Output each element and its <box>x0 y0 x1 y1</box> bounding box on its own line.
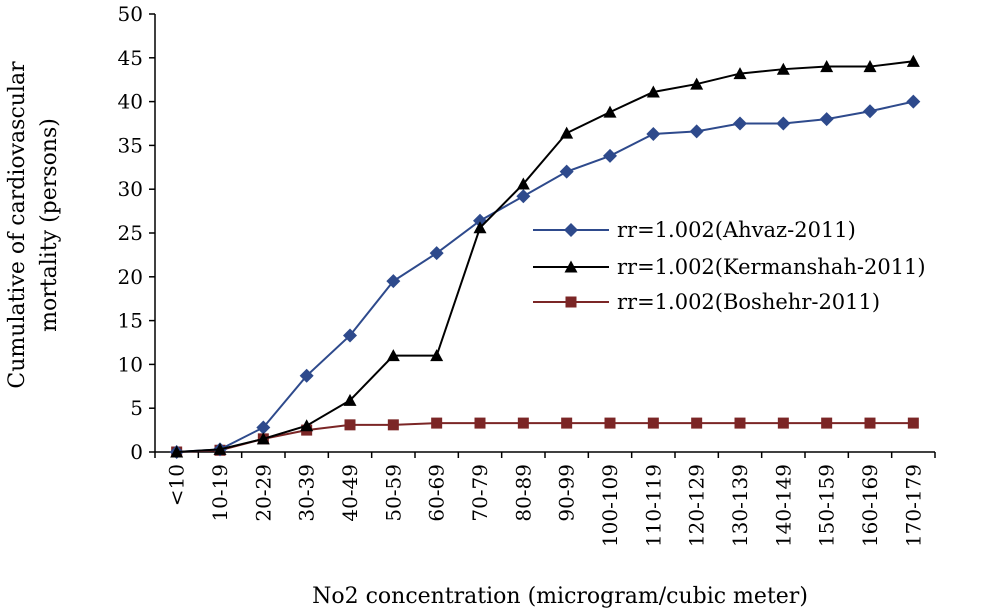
y-tick-label: 5 <box>130 396 143 420</box>
data-point <box>213 442 227 455</box>
x-tick-label: 60-69 <box>425 464 449 522</box>
y-tick-label: 50 <box>118 2 143 26</box>
x-tick-label: <10 <box>165 464 189 506</box>
data-point <box>429 246 444 261</box>
y-tick-label: 40 <box>118 90 143 114</box>
data-point <box>820 60 834 73</box>
data-point <box>906 54 920 67</box>
data-point <box>646 85 660 98</box>
chart-legend: rr=1.002(Ahvaz-2011) rr=1.002(Kermanshah-… <box>533 218 926 314</box>
data-point <box>300 419 314 432</box>
data-point <box>776 62 790 75</box>
data-point <box>819 112 834 127</box>
x-tick-label: 130-139 <box>728 464 752 547</box>
legend-marker <box>564 260 578 273</box>
x-tick-label: 50-59 <box>381 464 405 522</box>
data-point <box>777 417 789 429</box>
x-tick-label: 170-179 <box>901 464 925 547</box>
data-point <box>516 177 530 190</box>
y-tick-label: 30 <box>118 177 143 201</box>
data-point <box>256 420 271 435</box>
y-tick-label: 45 <box>118 46 143 70</box>
data-point <box>343 328 357 343</box>
data-point <box>431 417 443 429</box>
legend-marker <box>564 223 578 237</box>
data-point <box>560 126 574 139</box>
x-tick-label: 90-99 <box>555 464 579 522</box>
data-point <box>603 148 617 163</box>
data-point <box>646 127 661 142</box>
legend-entry: rr=1.002(Kermanshah-2011) <box>533 255 926 279</box>
data-point <box>386 274 401 289</box>
x-tick-label: 70-79 <box>468 464 492 522</box>
y-tick-label: 20 <box>118 265 143 289</box>
data-point <box>821 417 833 429</box>
x-tick-label: 30-39 <box>295 464 319 522</box>
chart-series <box>169 54 921 459</box>
y-tick-label: 35 <box>118 133 143 157</box>
data-point <box>517 417 529 429</box>
series-line <box>176 60 914 453</box>
legend-entry: rr=1.002(Ahvaz-2011) <box>533 218 856 242</box>
data-point <box>647 417 659 429</box>
data-point <box>733 67 747 80</box>
x-axis-ticks: <10 10-19 20-29 30-39 40-49 50-59 60-69 70-79 80… <box>154 452 936 547</box>
y-axis-title-line-1: Cumulative of cardiovascular <box>5 61 30 389</box>
x-tick-label: 10-19 <box>208 464 232 522</box>
x-tick-label: 140-149 <box>771 464 795 547</box>
data-point <box>906 94 921 109</box>
data-point <box>387 419 399 431</box>
data-point <box>864 417 876 429</box>
x-tick-label: 150-159 <box>815 464 839 547</box>
data-point <box>907 417 919 429</box>
data-point <box>863 60 877 73</box>
legend-entry: rr=1.002(Boshehr-2011) <box>533 290 880 314</box>
data-point <box>690 77 704 90</box>
series-line <box>176 422 914 453</box>
data-point <box>386 349 400 362</box>
data-point <box>734 417 746 429</box>
y-axis-title-line-2: mortality (persons) <box>37 118 62 332</box>
data-point <box>733 116 747 131</box>
data-point <box>863 104 877 119</box>
series-line <box>176 100 914 453</box>
y-tick-label: 0 <box>130 440 143 464</box>
x-tick-label: 20-29 <box>251 464 275 522</box>
data-point <box>604 417 616 429</box>
y-tick-label: 10 <box>118 352 143 376</box>
data-point <box>299 368 314 383</box>
x-tick-label: 100-109 <box>598 464 622 547</box>
data-point <box>561 417 573 429</box>
data-point <box>344 419 356 431</box>
data-point <box>473 221 487 234</box>
x-tick-label: 40-49 <box>338 464 362 522</box>
series-diamond <box>169 94 921 459</box>
x-tick-label: 120-129 <box>685 464 709 547</box>
y-tick-label: 15 <box>118 309 143 333</box>
y-axis-ticks: 0 5 10 15 20 25 30 35 40 45 50 <box>118 2 155 464</box>
legend-label: rr=1.002(Ahvaz-2011) <box>617 218 856 242</box>
x-tick-label: 80-89 <box>511 464 535 522</box>
y-tick-label: 25 <box>118 221 143 245</box>
legend-label: rr=1.002(Kermanshah-2011) <box>617 255 926 279</box>
data-point <box>559 164 574 179</box>
x-axis-title: No2 concentration (microgram/cubic meter… <box>312 584 808 609</box>
data-point <box>691 417 703 429</box>
data-point <box>776 116 791 131</box>
data-point <box>516 189 531 204</box>
series-triangle <box>170 54 920 458</box>
data-point <box>256 432 270 445</box>
data-point <box>603 105 617 118</box>
data-point <box>430 349 444 362</box>
data-point <box>474 417 486 429</box>
data-point <box>689 124 704 139</box>
legend-label: rr=1.002(Boshehr-2011) <box>617 290 880 314</box>
x-tick-label: 160-169 <box>858 464 882 547</box>
data-point <box>343 393 357 406</box>
data-point <box>170 445 184 458</box>
x-tick-label: 110-119 <box>641 464 665 547</box>
legend-marker <box>565 296 577 308</box>
